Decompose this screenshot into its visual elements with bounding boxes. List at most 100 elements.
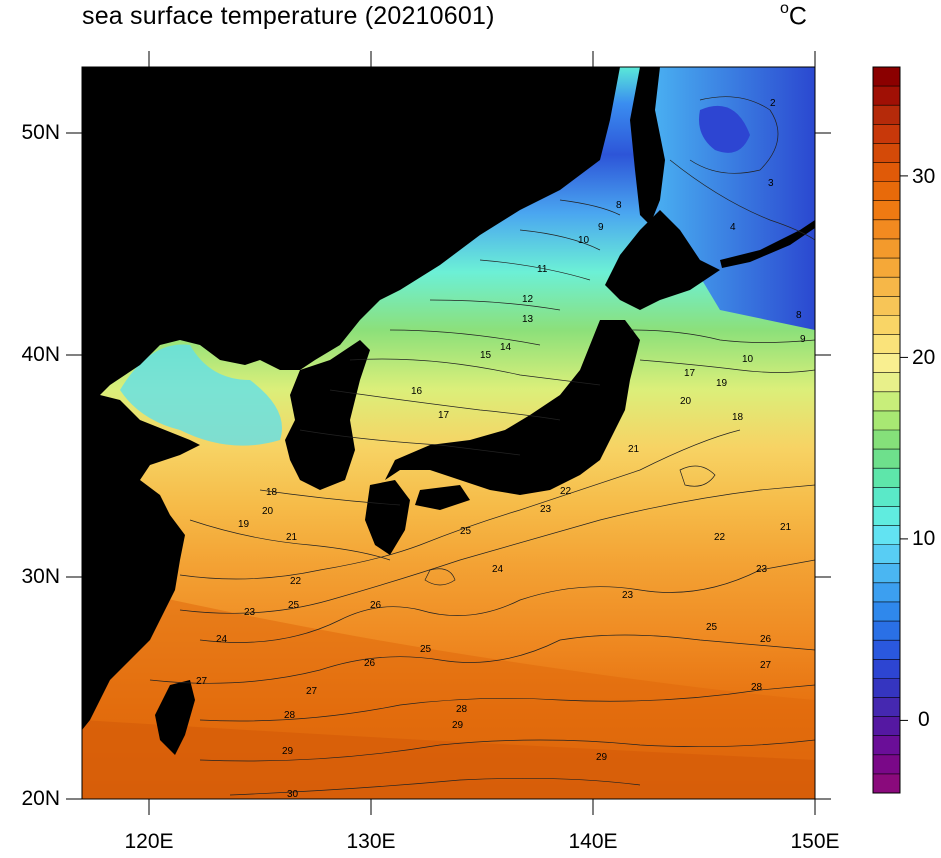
colorbar-swatch [873, 640, 900, 660]
colorbar-swatch [873, 162, 900, 183]
contour-label-20: 20 [262, 506, 274, 517]
contour-label-27c: 27 [760, 660, 772, 671]
lon-label-120e: 120E [124, 830, 174, 853]
contour-label-16: 16 [411, 386, 423, 397]
contour-label-24b: 24 [492, 564, 504, 575]
contour-label-11: 11 [537, 264, 548, 275]
colorbar-label-30: 30 [912, 165, 936, 188]
lon-ticks [148, 51, 816, 815]
colorbar-swatch [873, 277, 900, 297]
colorbar-swatch [873, 410, 900, 431]
colorbar-swatch [873, 391, 900, 412]
contour-label-19b: 19 [716, 378, 728, 389]
colorbar-swatch [873, 582, 900, 603]
colorbar-swatch [873, 563, 900, 584]
kuril-islands [720, 220, 815, 268]
colorbar-swatch [873, 468, 900, 488]
colorbar-frame [872, 66, 901, 794]
lon-label-150e: 150E [790, 830, 840, 853]
colorbar-swatch [873, 773, 900, 794]
contour-label-15: 15 [480, 350, 492, 361]
colorbar-swatch [873, 506, 900, 527]
contour-label-24: 24 [216, 634, 228, 645]
colorbar-label-20: 20 [912, 346, 936, 369]
contour-label-23b: 23 [540, 504, 552, 515]
unit-label: oC [780, 0, 807, 31]
colorbar-swatch [873, 353, 900, 374]
sakhalin-island [630, 67, 665, 225]
contour-label-18: 18 [266, 487, 278, 498]
colorbar-swatch [873, 238, 900, 259]
degree-symbol: o [780, 0, 789, 17]
contour-label-28c: 28 [751, 682, 763, 693]
contour-label-25: 25 [288, 600, 300, 611]
colorbar-swatch [873, 487, 900, 507]
contour-label-8: 8 [616, 200, 622, 211]
colorbar-swatch [873, 181, 900, 202]
contour-label-27d: 27 [306, 686, 318, 697]
colorbar-swatch [873, 449, 900, 469]
colorbar-swatch [873, 601, 900, 622]
lat-label-20n: 20N [21, 787, 60, 810]
contour-label-17: 17 [438, 410, 450, 421]
contour-label-22: 22 [290, 576, 302, 587]
lat-label-40n: 40N [21, 343, 60, 366]
contour-label-28: 28 [284, 710, 296, 721]
colorbar-swatch [873, 315, 900, 335]
contour-label-29d: 29 [452, 720, 464, 731]
colorbar-swatch [873, 678, 900, 698]
hokkaido-island [605, 210, 720, 310]
contour-label-17b: 17 [684, 368, 696, 379]
contour-label-10b: 10 [742, 354, 754, 365]
honshu-island [385, 320, 640, 495]
contour-label-22b: 22 [560, 486, 572, 497]
colorbar-swatch [873, 754, 900, 775]
contour-label-23c: 23 [756, 564, 768, 575]
contour-label-21: 21 [286, 532, 298, 543]
colorbar-swatch [873, 697, 900, 718]
contour-label-25d: 25 [420, 644, 432, 655]
shikoku-island [415, 485, 470, 510]
contour-label-30: 30 [287, 789, 299, 800]
contour-label-23d: 23 [622, 590, 634, 601]
colorbar-swatch [873, 544, 900, 565]
contour-value-labels: 2 3 8 9 10 11 12 13 14 15 16 17 18 19 20… [196, 98, 806, 800]
contour-label-29: 29 [282, 746, 294, 757]
colorbar-swatch [873, 525, 900, 546]
colorbar-swatch [873, 716, 900, 737]
contour-label-21b: 21 [628, 444, 640, 455]
colorbar [872, 66, 908, 794]
lat-label-30n: 30N [21, 565, 60, 588]
contour-label-8b: 8 [796, 310, 802, 321]
contour-label-9: 9 [598, 222, 604, 233]
lat-label-50n: 50N [21, 121, 60, 144]
taiwan-island [155, 680, 195, 755]
contour-label-22c: 22 [714, 532, 726, 543]
colorbar-swatch [873, 143, 900, 164]
kyushu-island [365, 480, 410, 555]
colorbar-swatch [873, 105, 900, 125]
cold-north-pacific [650, 67, 815, 330]
colorbar-swatch [873, 124, 900, 144]
colorbar-swatch [873, 219, 900, 240]
contour-label-12: 12 [522, 294, 534, 305]
contour-label-26c: 26 [760, 634, 772, 645]
colorbar-swatch [873, 86, 900, 106]
contour-label-26: 26 [370, 600, 382, 611]
colorbar-swatch [873, 430, 900, 450]
contour-label-10: 10 [578, 235, 590, 246]
contour-lines [149, 96, 815, 796]
contour-label-13: 13 [522, 314, 534, 325]
colorbar-swatch [873, 659, 900, 679]
contour-label-25c: 25 [706, 622, 718, 633]
contour-label-3: 3 [768, 178, 774, 189]
map-frame [81, 66, 816, 800]
contour-label-18b: 18 [732, 412, 744, 423]
contour-label-28d: 28 [456, 704, 468, 715]
bohai-sea-water [120, 344, 282, 446]
contour-label-14: 14 [500, 342, 512, 353]
cold-pool [699, 105, 750, 153]
colorbar-label-0: 0 [918, 708, 930, 731]
colorbar-swatch [873, 67, 900, 87]
